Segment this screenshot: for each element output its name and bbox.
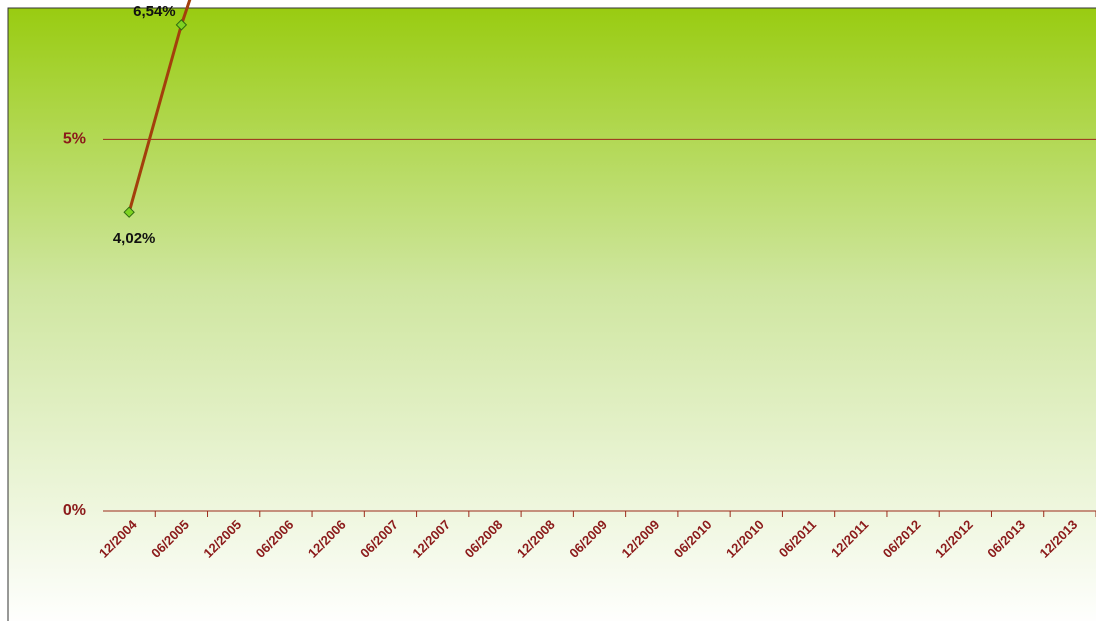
value-label: 4,02% <box>113 230 156 247</box>
marker <box>175 19 188 31</box>
y-tick-label: 5% <box>63 131 86 148</box>
y-tick-label: 0% <box>63 502 86 519</box>
marker <box>123 206 135 218</box>
chart-background <box>7 7 1096 621</box>
value-label: 6,54% <box>133 3 176 20</box>
